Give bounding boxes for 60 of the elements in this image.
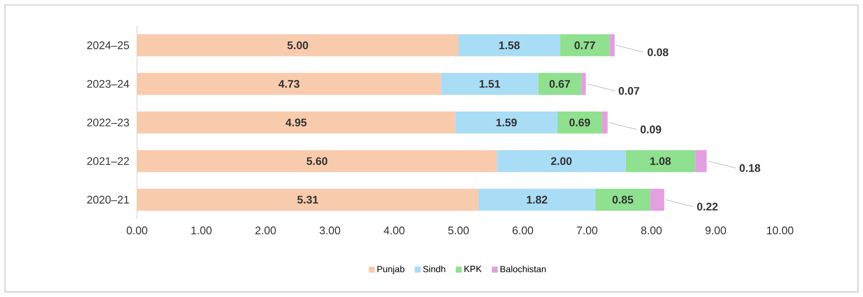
- y-tick-label: 2020–21: [87, 196, 129, 204]
- bar: [478, 188, 596, 211]
- bar: [441, 72, 538, 95]
- data-label: 0.09: [640, 126, 662, 134]
- bar: [458, 34, 560, 56]
- x-tick-label: 9.00: [706, 226, 726, 234]
- bar: [137, 34, 458, 56]
- data-label: 0.22: [697, 202, 718, 211]
- data-label: 1.59: [496, 118, 517, 126]
- legend-label: Sindh: [423, 266, 446, 272]
- data-label: 0.67: [550, 80, 570, 88]
- data-label: 1.51: [480, 80, 500, 88]
- data-label: 0.85: [612, 196, 634, 204]
- bar: [137, 72, 442, 95]
- y-tick-label: 2024–25: [87, 41, 129, 50]
- x-tick-label: 2.00: [255, 226, 276, 234]
- bar: [558, 111, 602, 134]
- x-tick-label: 1.00: [191, 226, 212, 234]
- y-tick-label: 2021–22: [87, 157, 129, 165]
- bar: [610, 34, 615, 56]
- y-tick-label: 2022–23: [87, 118, 129, 126]
- bar: [455, 111, 558, 134]
- y-tick-label: 2023–24: [87, 80, 130, 88]
- bar: [602, 111, 608, 134]
- data-label: 1.58: [499, 41, 520, 50]
- data-label: 4.73: [278, 80, 300, 88]
- x-tick-label: 10.00: [767, 226, 794, 234]
- x-tick-label: 3.00: [320, 226, 340, 234]
- data-label: 1.82: [526, 196, 548, 204]
- data-label: 0.69: [569, 118, 590, 126]
- bar: [560, 34, 610, 56]
- x-tick-label: 7.00: [576, 226, 598, 234]
- x-tick-label: 8.00: [641, 226, 662, 234]
- bar: [695, 150, 707, 172]
- data-label: 5.31: [297, 196, 318, 204]
- bar: [497, 150, 626, 172]
- bar: [137, 150, 498, 172]
- x-tick-label: 5.00: [448, 226, 469, 234]
- x-tick-label: 6.00: [512, 226, 534, 234]
- legend-label: Punjab: [377, 266, 404, 274]
- x-tick-label: 4.00: [384, 226, 404, 234]
- legend-label: KPK: [464, 266, 482, 272]
- x-tick-label: 0.00: [126, 226, 148, 234]
- bar: [137, 188, 478, 211]
- bar: [626, 150, 696, 172]
- bar: [538, 72, 582, 95]
- bar: [650, 188, 664, 211]
- bar: [581, 72, 586, 95]
- data-label: 4.95: [286, 118, 307, 126]
- bar: [595, 188, 650, 211]
- data-label: 5.60: [306, 157, 328, 165]
- data-label: 0.08: [648, 48, 668, 56]
- data-label: 0.07: [618, 86, 640, 95]
- bar: [137, 111, 456, 134]
- data-label: 5.00: [287, 41, 308, 50]
- data-label: 1.08: [650, 157, 671, 165]
- data-label: 0.77: [574, 41, 596, 50]
- legend-label: Balochistan: [500, 266, 546, 272]
- data-label: 0.18: [740, 164, 760, 172]
- data-label: 2.00: [551, 157, 572, 165]
